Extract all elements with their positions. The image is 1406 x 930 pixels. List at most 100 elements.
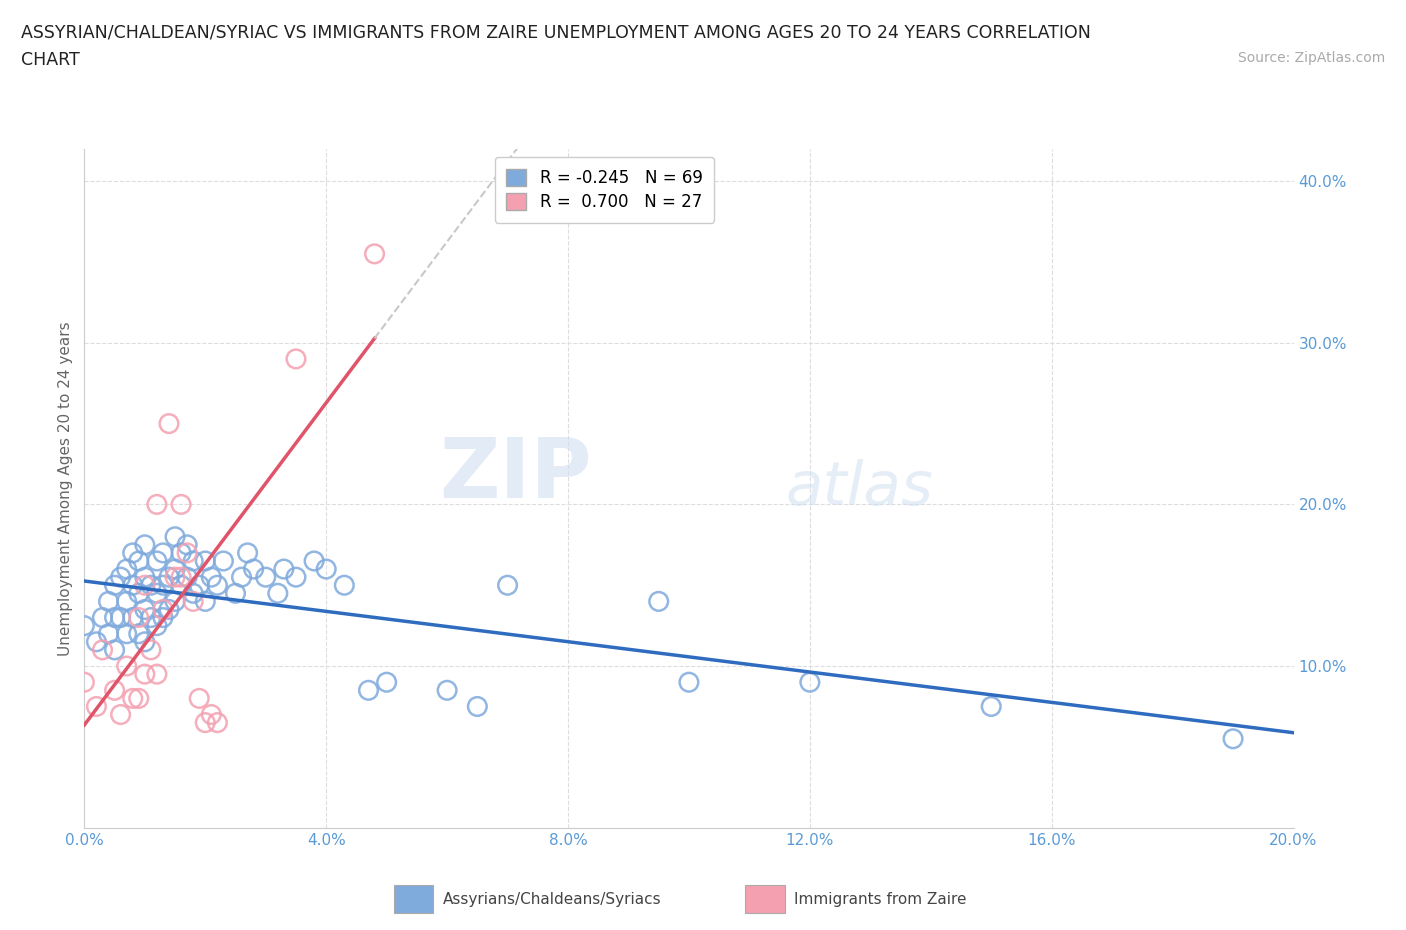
Point — [207, 578, 229, 592]
Point — [73, 618, 96, 633]
Point — [163, 570, 186, 585]
Text: Immigrants from Zaire: Immigrants from Zaire — [794, 892, 967, 907]
Point — [152, 546, 174, 561]
Point — [97, 594, 120, 609]
Point — [194, 715, 217, 730]
Point — [110, 610, 132, 625]
Point — [128, 691, 150, 706]
Point — [163, 562, 186, 577]
Point — [980, 699, 1002, 714]
Point — [163, 529, 186, 544]
Point — [134, 602, 156, 617]
Point — [200, 570, 222, 585]
Y-axis label: Unemployment Among Ages 20 to 24 years: Unemployment Among Ages 20 to 24 years — [58, 321, 73, 656]
Point — [212, 553, 235, 568]
Point — [104, 683, 127, 698]
Point — [134, 570, 156, 585]
Text: ASSYRIAN/CHALDEAN/SYRIAC VS IMMIGRANTS FROM ZAIRE UNEMPLOYMENT AMONG AGES 20 TO : ASSYRIAN/CHALDEAN/SYRIAC VS IMMIGRANTS F… — [21, 23, 1091, 41]
Point — [97, 626, 120, 641]
Point — [236, 546, 259, 561]
Point — [121, 578, 143, 592]
Point — [73, 675, 96, 690]
Point — [115, 626, 138, 641]
Point — [157, 602, 180, 617]
Point — [1222, 731, 1244, 746]
Point — [134, 667, 156, 682]
Point — [152, 578, 174, 592]
Point — [176, 546, 198, 561]
Point — [181, 553, 204, 568]
Point — [104, 643, 127, 658]
Point — [86, 634, 108, 649]
Point — [128, 610, 150, 625]
Point — [188, 691, 211, 706]
Text: Source: ZipAtlas.com: Source: ZipAtlas.com — [1237, 51, 1385, 65]
Point — [273, 562, 295, 577]
Point — [157, 416, 180, 431]
Point — [225, 586, 247, 601]
Point — [146, 497, 169, 512]
Point — [194, 594, 217, 609]
Point — [146, 667, 169, 682]
Point — [678, 675, 700, 690]
Point — [284, 570, 308, 585]
Point — [333, 578, 356, 592]
Point — [176, 570, 198, 585]
Point — [254, 570, 277, 585]
Point — [157, 570, 180, 585]
Point — [181, 586, 204, 601]
Point — [170, 497, 193, 512]
Point — [170, 578, 193, 592]
Point — [110, 570, 132, 585]
Text: ZIP: ZIP — [440, 434, 592, 515]
Point — [91, 643, 114, 658]
Point — [200, 707, 222, 722]
Point — [110, 707, 132, 722]
Point — [176, 538, 198, 552]
Point — [146, 618, 169, 633]
Point — [134, 578, 156, 592]
Point — [121, 691, 143, 706]
Point — [128, 553, 150, 568]
Point — [284, 352, 308, 366]
Point — [121, 546, 143, 561]
Point — [139, 578, 162, 592]
Point — [139, 643, 162, 658]
Point — [134, 634, 156, 649]
Point — [104, 578, 127, 592]
Point — [267, 586, 290, 601]
Point — [170, 570, 193, 585]
Point — [188, 578, 211, 592]
Text: CHART: CHART — [21, 51, 80, 69]
Point — [242, 562, 264, 577]
Point — [152, 602, 174, 617]
Point — [194, 553, 217, 568]
Point — [146, 586, 169, 601]
Point — [115, 658, 138, 673]
Point — [104, 610, 127, 625]
Point — [363, 246, 385, 261]
Point — [115, 562, 138, 577]
Point — [128, 626, 150, 641]
Point — [146, 553, 169, 568]
Point — [181, 594, 204, 609]
Point — [170, 546, 193, 561]
Point — [128, 586, 150, 601]
Point — [139, 610, 162, 625]
Point — [315, 562, 337, 577]
Point — [799, 675, 821, 690]
Point — [115, 594, 138, 609]
Point — [121, 610, 143, 625]
Point — [375, 675, 398, 690]
Point — [496, 578, 519, 592]
Text: atlas: atlas — [786, 458, 934, 518]
Point — [134, 538, 156, 552]
Point — [86, 699, 108, 714]
Point — [647, 594, 671, 609]
Point — [436, 683, 458, 698]
Point — [163, 594, 186, 609]
Point — [302, 553, 325, 568]
Point — [357, 683, 380, 698]
Point — [152, 610, 174, 625]
Text: Assyrians/Chaldeans/Syriacs: Assyrians/Chaldeans/Syriacs — [443, 892, 661, 907]
